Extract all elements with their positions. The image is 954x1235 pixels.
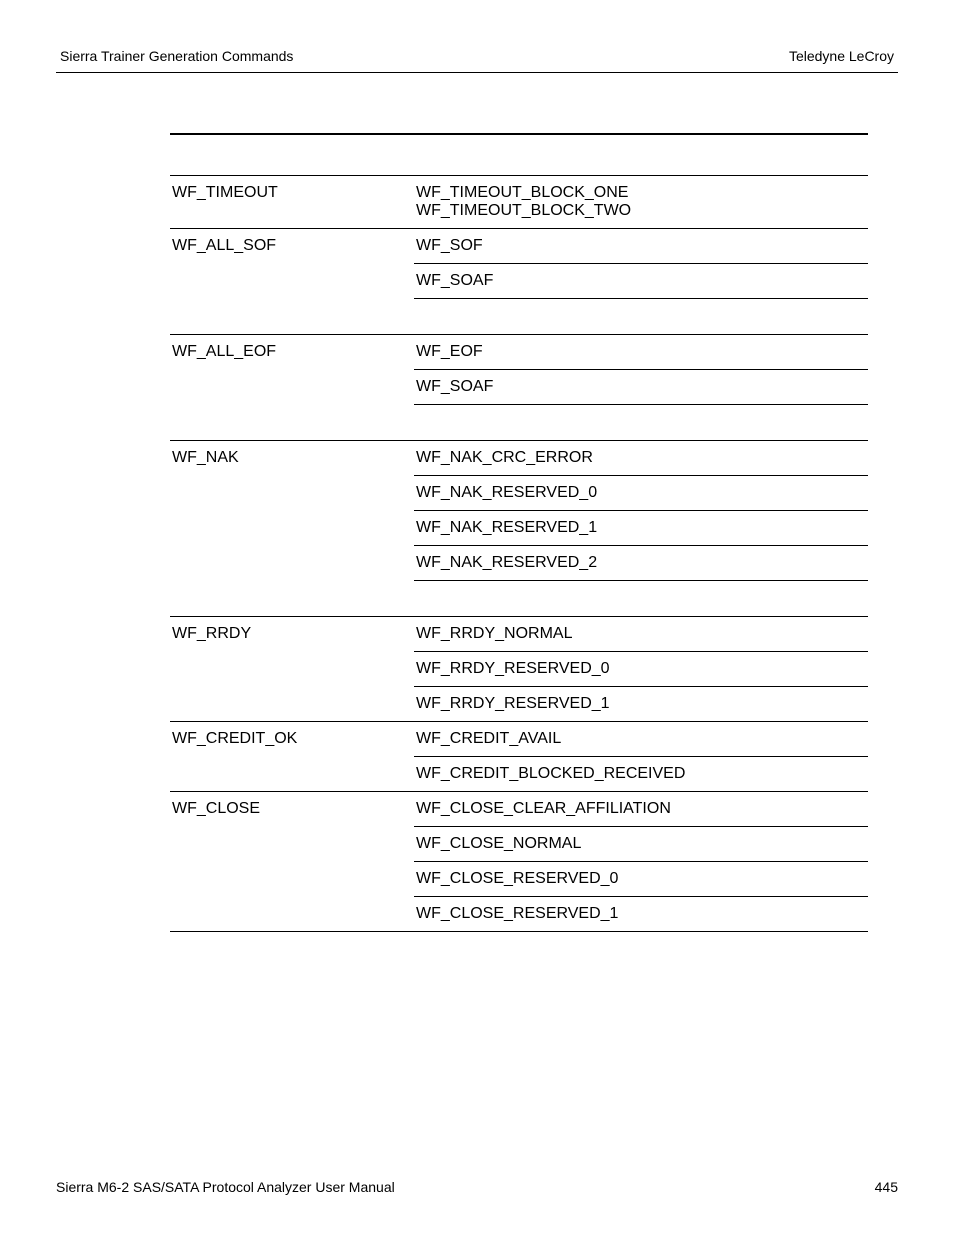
value-cell: WF_CLOSE_RESERVED_0	[414, 861, 868, 896]
value-cell: WF_CLOSE_NORMAL	[414, 826, 868, 861]
group-values: WF_EOFWF_SOAF	[414, 334, 868, 440]
footer-right: 445	[875, 1179, 898, 1195]
value-cell: WF_SOAF	[414, 263, 868, 298]
value-cell: WF_NAK_RESERVED_0	[414, 475, 868, 510]
value-cell: WF_RRDY_RESERVED_0	[414, 651, 868, 686]
value-cell: WF_EOF	[414, 334, 868, 369]
footer-left: Sierra M6-2 SAS/SATA Protocol Analyzer U…	[56, 1179, 395, 1195]
table-top-rule	[170, 133, 868, 135]
value-cell: WF_SOF	[414, 228, 868, 263]
table-group: WF_ALL_EOFWF_EOFWF_SOAF	[170, 334, 868, 440]
table-group: WF_CREDIT_OKWF_CREDIT_AVAILWF_CREDIT_BLO…	[170, 721, 868, 791]
group-label: WF_NAK	[170, 440, 414, 616]
value-cell: WF_CLOSE_CLEAR_AFFILIATION	[414, 791, 868, 826]
value-cell: WF_TIMEOUT_BLOCK_ONE WF_TIMEOUT_BLOCK_TW…	[414, 175, 868, 228]
header-left: Sierra Trainer Generation Commands	[60, 48, 293, 64]
table-group: WF_RRDYWF_RRDY_NORMALWF_RRDY_RESERVED_0W…	[170, 616, 868, 721]
primitives-table: WF_TIMEOUTWF_TIMEOUT_BLOCK_ONE WF_TIMEOU…	[170, 175, 868, 932]
group-values: WF_CLOSE_CLEAR_AFFILIATIONWF_CLOSE_NORMA…	[414, 791, 868, 932]
group-values: WF_RRDY_NORMALWF_RRDY_RESERVED_0WF_RRDY_…	[414, 616, 868, 721]
table-group: WF_ALL_SOFWF_SOFWF_SOAF	[170, 228, 868, 334]
value-cell: WF_RRDY_NORMAL	[414, 616, 868, 651]
group-values: WF_TIMEOUT_BLOCK_ONE WF_TIMEOUT_BLOCK_TW…	[414, 175, 868, 228]
group-values: WF_CREDIT_AVAILWF_CREDIT_BLOCKED_RECEIVE…	[414, 721, 868, 791]
group-label: WF_RRDY	[170, 616, 414, 721]
group-label: WF_ALL_SOF	[170, 228, 414, 334]
group-label: WF_TIMEOUT	[170, 175, 414, 228]
group-values: WF_NAK_CRC_ERRORWF_NAK_RESERVED_0WF_NAK_…	[414, 440, 868, 616]
page: Sierra Trainer Generation Commands Teled…	[0, 0, 954, 1235]
value-cell: WF_NAK_RESERVED_2	[414, 545, 868, 580]
table-group: WF_TIMEOUTWF_TIMEOUT_BLOCK_ONE WF_TIMEOU…	[170, 175, 868, 228]
table-group: WF_CLOSEWF_CLOSE_CLEAR_AFFILIATIONWF_CLO…	[170, 791, 868, 932]
value-cell: WF_NAK_RESERVED_1	[414, 510, 868, 545]
empty-cell	[414, 580, 868, 616]
value-cell: WF_RRDY_RESERVED_1	[414, 686, 868, 721]
empty-cell	[414, 404, 868, 440]
value-cell: WF_SOAF	[414, 369, 868, 404]
table-group: WF_NAKWF_NAK_CRC_ERRORWF_NAK_RESERVED_0W…	[170, 440, 868, 616]
group-label: WF_CLOSE	[170, 791, 414, 932]
value-cell: WF_CREDIT_AVAIL	[414, 721, 868, 756]
header-right: Teledyne LeCroy	[789, 48, 894, 64]
value-cell: WF_CREDIT_BLOCKED_RECEIVED	[414, 756, 868, 791]
page-footer: Sierra M6-2 SAS/SATA Protocol Analyzer U…	[56, 1179, 898, 1195]
page-header: Sierra Trainer Generation Commands Teled…	[56, 48, 898, 70]
content-area: WF_TIMEOUTWF_TIMEOUT_BLOCK_ONE WF_TIMEOU…	[56, 73, 898, 932]
value-cell: WF_CLOSE_RESERVED_1	[414, 896, 868, 932]
value-cell: WF_NAK_CRC_ERROR	[414, 440, 868, 475]
group-label: WF_CREDIT_OK	[170, 721, 414, 791]
group-label: WF_ALL_EOF	[170, 334, 414, 440]
empty-cell	[414, 298, 868, 334]
group-values: WF_SOFWF_SOAF	[414, 228, 868, 334]
